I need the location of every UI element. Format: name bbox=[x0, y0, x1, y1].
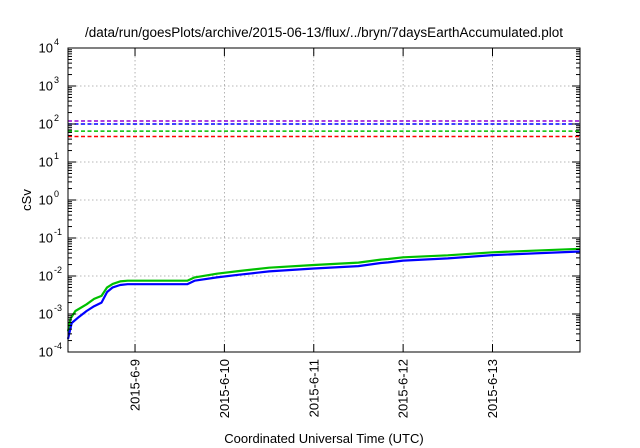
y-tick-exponent: -4 bbox=[54, 341, 62, 351]
y-tick-exponent: 3 bbox=[54, 75, 59, 85]
series-line bbox=[66, 250, 581, 340]
y-tick-exponent: 0 bbox=[54, 189, 59, 199]
x-tick-label: 2015-6-13 bbox=[485, 359, 500, 418]
series-lines bbox=[66, 247, 581, 340]
x-tick-label: 2015-6-12 bbox=[396, 359, 411, 418]
y-tick-label: 10 bbox=[39, 231, 53, 246]
y-tick-label: 10 bbox=[39, 345, 53, 360]
y-tick-label: 10 bbox=[39, 117, 53, 132]
y-tick-label: 10 bbox=[39, 269, 53, 284]
x-axis-label: Coordinated Universal Time (UTC) bbox=[224, 431, 423, 446]
y-tick-exponent: -1 bbox=[54, 227, 62, 237]
axis-ticks bbox=[68, 47, 580, 353]
y-tick-label: 10 bbox=[39, 155, 53, 170]
series-line bbox=[66, 247, 581, 332]
y-axis-label: cSv bbox=[19, 189, 34, 211]
chart-title: /data/run/goesPlots/archive/2015-06-13/f… bbox=[85, 25, 563, 40]
y-tick-exponent: -2 bbox=[54, 265, 62, 275]
reference-lines bbox=[68, 120, 580, 138]
grid bbox=[68, 48, 580, 352]
x-tick-label: 2015-6-9 bbox=[128, 359, 143, 411]
y-tick-exponent: 4 bbox=[54, 37, 59, 47]
y-tick-label: 10 bbox=[39, 41, 53, 56]
y-tick-exponent: 1 bbox=[54, 151, 59, 161]
y-tick-exponent: -3 bbox=[54, 303, 62, 313]
x-tick-labels: 2015-6-9 2015-6-10 2015-6-11 2015-6-12 2015-… bbox=[128, 359, 500, 418]
y-tick-label: 10 bbox=[39, 307, 53, 322]
y-tick-label: 10 bbox=[39, 79, 53, 94]
y-tick-label: 10 bbox=[39, 193, 53, 208]
y-tick-exponent: 2 bbox=[54, 113, 59, 123]
x-tick-label: 2015-6-11 bbox=[306, 359, 321, 417]
x-tick-label: 2015-6-10 bbox=[217, 359, 232, 418]
